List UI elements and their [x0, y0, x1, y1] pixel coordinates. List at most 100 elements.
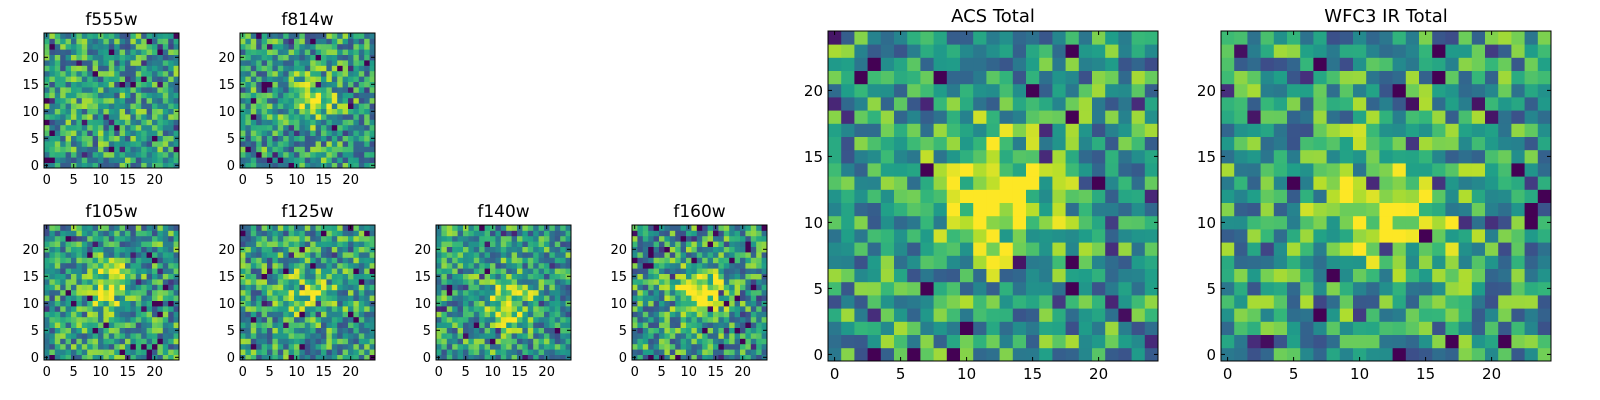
heatmap-cell [707, 316, 714, 323]
heatmap-cell [119, 338, 126, 345]
heatmap-cell [49, 338, 56, 345]
heatmap-cell [880, 149, 895, 164]
heatmap-cell [277, 54, 284, 61]
heatmap-cell [750, 354, 757, 361]
heatmap-cell [1221, 334, 1235, 349]
heatmap-cell [544, 235, 550, 242]
heatmap-cell [867, 44, 882, 58]
heatmap-cell [436, 284, 442, 291]
heatmap-cell [272, 316, 279, 323]
heatmap-cell [680, 257, 687, 264]
heatmap-cell [76, 273, 83, 280]
heatmap-cell [348, 246, 354, 253]
heatmap-cell [315, 322, 322, 328]
heatmap-cell [750, 241, 757, 247]
heatmap-cell [321, 235, 327, 242]
heatmap-cell [146, 327, 153, 334]
heatmap-cell [304, 108, 311, 115]
heatmap-cell [240, 306, 246, 312]
heatmap-cell [108, 252, 115, 258]
heatmap-cell [240, 333, 246, 339]
heatmap-cell [92, 130, 99, 136]
heatmap-cell [92, 114, 99, 120]
heatmap-cell [828, 149, 842, 164]
heatmap-cell [441, 327, 448, 334]
heatmap-cell [304, 92, 311, 99]
heatmap-cell [81, 241, 88, 247]
heatmap-cell [1234, 202, 1248, 217]
heatmap-cell [92, 284, 99, 291]
heatmap-cell [65, 252, 72, 258]
heatmap-cell [326, 60, 333, 66]
heatmap-cell [1247, 321, 1261, 335]
heatmap-cell [1405, 255, 1420, 269]
heatmap-cell [81, 338, 88, 345]
heatmap-cell [1026, 163, 1040, 177]
heatmap-cell [1366, 295, 1380, 309]
heatmap-cell [1039, 347, 1053, 362]
heatmap-cell [946, 347, 961, 362]
heatmap-cell [554, 316, 561, 323]
heatmap-cell [321, 130, 327, 136]
heatmap-cell [326, 157, 333, 163]
heatmap-cell [907, 347, 921, 362]
heatmap-cell [364, 162, 370, 169]
heatmap-cell [867, 110, 882, 124]
heatmap-cell [245, 162, 252, 169]
heatmap-cell [348, 124, 354, 131]
heatmap-cell [642, 268, 649, 274]
heatmap-cell [49, 273, 56, 280]
heatmap-cell [653, 235, 660, 242]
heatmap-cell [538, 333, 545, 339]
heatmap-cell [358, 257, 365, 264]
heatmap-cell [1247, 334, 1261, 349]
heatmap-cell [331, 103, 338, 109]
heatmap-cell [986, 255, 1000, 269]
heatmap-cell [294, 316, 300, 323]
heatmap-cell [283, 354, 289, 361]
heatmap-cell [240, 130, 246, 136]
heatmap-cell [60, 76, 66, 82]
heatmap-cell [283, 246, 289, 253]
heatmap-cell [119, 76, 126, 82]
heatmap-cell [304, 124, 311, 131]
heatmap-cell [1273, 334, 1288, 349]
heatmap-cell [342, 257, 349, 264]
heatmap-cell [326, 279, 333, 285]
heatmap-cell [1379, 163, 1393, 177]
heatmap-cell [1326, 163, 1341, 177]
heatmap-cell [1366, 334, 1380, 349]
heatmap-cell [745, 338, 752, 345]
heatmap-cell [1260, 229, 1275, 243]
heatmap-cell [135, 289, 142, 296]
heatmap-cell [267, 300, 273, 307]
heatmap-cell [65, 38, 72, 45]
heatmap-cell [463, 273, 469, 280]
heatmap-cell [713, 257, 719, 264]
heatmap-cell [141, 230, 147, 237]
heatmap-cell [522, 343, 529, 350]
heatmap-cell [76, 81, 83, 88]
heatmap-cell [1052, 31, 1066, 45]
heatmap-cell [267, 235, 273, 242]
x-tick-label: 15 [315, 365, 332, 380]
heatmap-cell [326, 246, 333, 253]
heatmap-cell [157, 322, 164, 328]
heatmap-cell [369, 103, 376, 109]
heatmap-cell [331, 284, 338, 291]
heatmap-cell [60, 311, 66, 318]
heatmap-cell [1078, 281, 1093, 296]
heatmap-cell [642, 225, 649, 231]
heatmap-cell [304, 284, 311, 291]
heatmap-cell [854, 57, 868, 71]
heatmap-cell [511, 343, 518, 350]
heatmap-cell [267, 60, 273, 66]
heatmap-cell [299, 124, 306, 131]
heatmap-cell [554, 322, 561, 328]
heatmap-cell [49, 354, 56, 361]
heatmap-cell [114, 311, 120, 318]
x-tick-label: 5 [658, 365, 666, 380]
heatmap-cell [65, 124, 72, 131]
heatmap-cell [267, 151, 273, 158]
heatmap-cell [1039, 202, 1053, 217]
